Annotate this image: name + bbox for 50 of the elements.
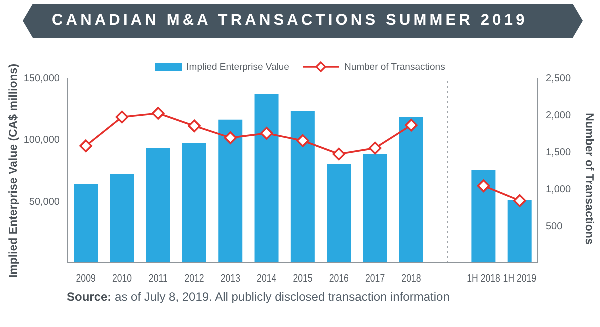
chart-title: CANADIAN M&A TRANSACTIONS SUMMER 2019 bbox=[52, 11, 528, 31]
point bbox=[260, 127, 274, 140]
bar bbox=[399, 117, 424, 263]
bar bbox=[290, 111, 315, 263]
bar bbox=[218, 120, 243, 263]
source-note: Source: as of July 8, 2019. All publicly disclosed transaction information bbox=[67, 290, 450, 304]
point bbox=[188, 120, 201, 132]
y2-axis-title: Number of Transactions bbox=[583, 112, 595, 244]
bar bbox=[327, 164, 352, 263]
bar bbox=[146, 148, 170, 263]
point bbox=[368, 142, 382, 155]
y2-tick-label: 2,000 bbox=[546, 110, 572, 122]
x-tick-label: 2010 bbox=[112, 273, 132, 286]
x-tick-label: 2013 bbox=[220, 273, 241, 286]
x-tick-label: 2015 bbox=[293, 273, 314, 286]
x-tick-label: 2011 bbox=[148, 273, 168, 286]
point bbox=[296, 134, 310, 148]
x-tick-label: 2017 bbox=[366, 273, 386, 286]
y-tick-label: 150,000 bbox=[24, 74, 60, 85]
x-tick-label: 1H 2018 bbox=[467, 273, 501, 286]
y-axis-title: Implied Enterprise Value (CA$ millions) bbox=[8, 63, 20, 278]
y2-tick-label: 1,000 bbox=[546, 184, 572, 196]
bar bbox=[110, 174, 134, 263]
bar bbox=[363, 154, 388, 263]
y2-tick-label: 2,500 bbox=[546, 74, 572, 85]
point bbox=[224, 132, 238, 144]
point bbox=[405, 118, 418, 132]
legend-label: Implied Enterprise Value bbox=[186, 62, 290, 72]
y2-tick-label: 500 bbox=[546, 222, 564, 233]
point bbox=[80, 140, 92, 152]
y2-tick-label: 1,500 bbox=[546, 148, 572, 159]
bar bbox=[254, 94, 279, 263]
x-tick-label: 2012 bbox=[184, 273, 205, 286]
x-tick-label: 1H 2019 bbox=[503, 273, 537, 286]
y-tick-label: 100,000 bbox=[24, 135, 60, 146]
point bbox=[332, 148, 346, 161]
x-tick-label: 2009 bbox=[76, 273, 96, 286]
point bbox=[152, 107, 165, 120]
y-tick-label: 50,000 bbox=[29, 196, 60, 208]
x-tick-label: 2016 bbox=[329, 273, 350, 286]
bar bbox=[472, 170, 496, 263]
legend-label: Number of Transactions bbox=[344, 62, 446, 72]
bar bbox=[182, 143, 206, 263]
x-tick-label: 2014 bbox=[257, 273, 278, 286]
point bbox=[514, 194, 526, 208]
bar bbox=[74, 184, 98, 263]
bar bbox=[508, 200, 532, 263]
point bbox=[116, 110, 129, 124]
x-tick-label: 2018 bbox=[402, 273, 422, 286]
point bbox=[477, 180, 490, 192]
